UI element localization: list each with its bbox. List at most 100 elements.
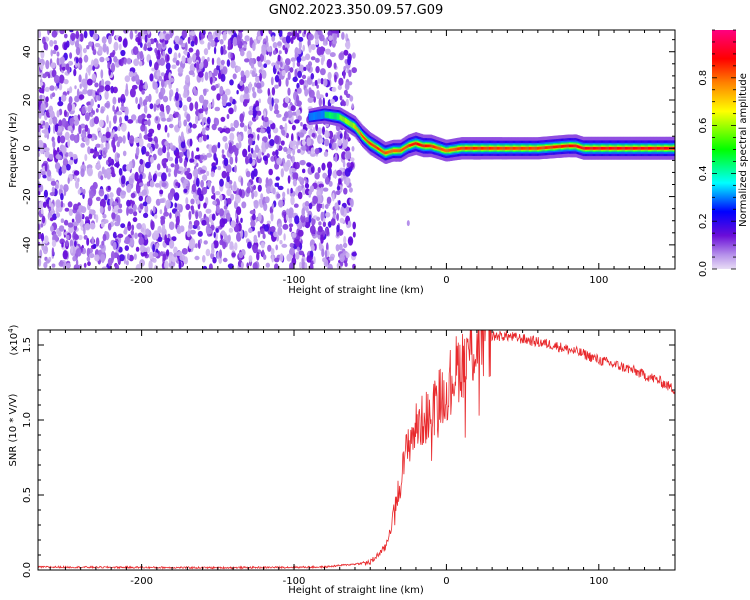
noise-speck bbox=[80, 133, 86, 138]
noise-speck bbox=[148, 251, 155, 260]
noise-speck bbox=[248, 227, 253, 234]
noise-speck bbox=[326, 242, 329, 252]
noise-speck bbox=[260, 128, 265, 134]
noise-speck bbox=[291, 133, 294, 143]
noise-speck bbox=[102, 43, 107, 53]
noise-speck bbox=[41, 73, 48, 79]
noise-speck bbox=[107, 142, 110, 150]
noise-speck bbox=[179, 151, 184, 157]
noise-speck bbox=[55, 154, 61, 160]
noise-speck bbox=[128, 71, 134, 78]
noise-speck bbox=[189, 238, 196, 248]
noise-speck bbox=[62, 158, 69, 167]
noise-speck bbox=[168, 156, 174, 162]
noise-speck bbox=[49, 85, 55, 91]
noise-speck bbox=[328, 142, 332, 149]
noise-speck bbox=[85, 72, 88, 82]
noise-speck bbox=[276, 113, 282, 118]
noise-speck bbox=[284, 111, 289, 119]
noise-speck bbox=[51, 30, 58, 38]
noise-speck bbox=[313, 96, 316, 103]
noise-speck bbox=[101, 36, 107, 44]
noise-speck bbox=[159, 209, 163, 215]
noise-speck bbox=[82, 188, 86, 195]
noise-speck bbox=[324, 204, 329, 209]
noise-speck bbox=[137, 232, 143, 238]
noise-speck bbox=[226, 113, 230, 120]
noise-speck bbox=[174, 43, 180, 51]
noise-speck bbox=[124, 236, 131, 245]
noise-speck bbox=[256, 82, 262, 89]
noise-speck bbox=[143, 247, 148, 252]
noise-speck bbox=[342, 140, 348, 149]
noise-speck bbox=[256, 56, 261, 62]
noise-speck bbox=[166, 105, 170, 115]
noise-speck bbox=[83, 30, 88, 39]
noise-speck bbox=[285, 213, 289, 221]
noise-speck bbox=[216, 65, 220, 71]
noise-speck bbox=[248, 120, 252, 128]
noise-speck bbox=[328, 256, 335, 261]
noise-speck bbox=[262, 136, 268, 143]
noise-speck bbox=[161, 117, 167, 122]
noise-speck bbox=[242, 148, 248, 158]
noise-speck bbox=[309, 263, 314, 269]
noise-speck bbox=[321, 248, 325, 258]
noise-speck bbox=[164, 124, 168, 133]
noise-speck bbox=[99, 56, 105, 63]
noise-speck bbox=[325, 212, 331, 218]
noise-speck bbox=[143, 43, 147, 52]
noise-speck bbox=[274, 103, 279, 112]
noise-speck bbox=[229, 127, 236, 132]
noise-speck bbox=[299, 79, 305, 85]
noise-speck bbox=[98, 188, 105, 197]
noise-speck bbox=[62, 66, 66, 71]
noise-speck bbox=[270, 248, 275, 256]
noise-speck bbox=[189, 102, 194, 112]
noise-speck bbox=[280, 140, 285, 146]
noise-speck bbox=[164, 234, 168, 244]
noise-speck bbox=[73, 175, 77, 182]
noise-speck bbox=[298, 64, 305, 73]
noise-speck bbox=[196, 61, 200, 71]
noise-speck bbox=[57, 230, 62, 237]
noise-speck bbox=[152, 252, 159, 258]
noise-speck bbox=[58, 96, 62, 102]
noise-speck bbox=[121, 93, 125, 99]
noise-speck bbox=[244, 58, 250, 63]
noise-speck bbox=[139, 158, 144, 165]
noise-speck bbox=[198, 94, 205, 104]
noise-speck bbox=[238, 188, 243, 198]
noise-speck bbox=[295, 238, 300, 247]
noise-speck bbox=[217, 142, 221, 149]
noise-speck bbox=[120, 122, 127, 132]
noise-speck bbox=[69, 117, 74, 127]
noise-speck bbox=[323, 78, 328, 87]
noise-speck bbox=[299, 160, 306, 166]
noise-speck bbox=[126, 199, 131, 207]
noise-speck bbox=[223, 205, 228, 210]
noise-speck bbox=[251, 86, 255, 93]
noise-speck bbox=[171, 236, 177, 242]
noise-speck bbox=[59, 135, 66, 144]
noise-speck bbox=[159, 189, 164, 195]
noise-speck bbox=[191, 208, 195, 215]
noise-speck bbox=[49, 39, 54, 47]
noise-speck bbox=[322, 187, 329, 192]
noise-speck bbox=[324, 129, 329, 138]
noise-speck bbox=[190, 198, 195, 205]
noise-speck bbox=[286, 153, 292, 159]
noise-speck bbox=[319, 138, 324, 144]
noise-speck bbox=[297, 185, 303, 192]
noise-speck bbox=[214, 106, 221, 112]
noise-speck bbox=[229, 156, 234, 165]
noise-speck bbox=[213, 192, 216, 201]
noise-speck bbox=[61, 242, 64, 248]
noise-speck bbox=[95, 214, 99, 223]
noise-speck bbox=[87, 167, 93, 177]
noise-speck bbox=[143, 120, 150, 125]
noise-speck bbox=[318, 221, 322, 226]
noise-speck bbox=[92, 65, 96, 71]
noise-speck bbox=[217, 127, 223, 132]
noise-speck bbox=[167, 168, 172, 174]
